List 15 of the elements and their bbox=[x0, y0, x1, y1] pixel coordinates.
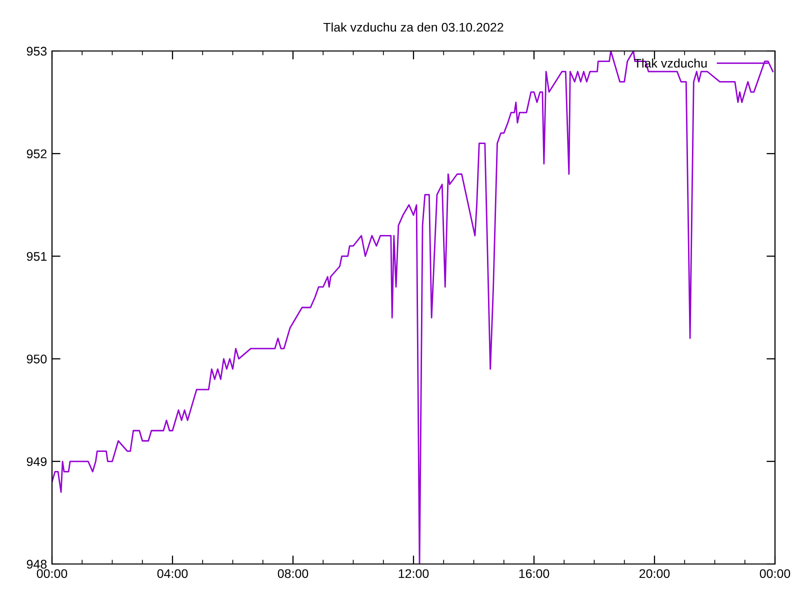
x-tick-label: 00:00 bbox=[760, 569, 790, 578]
y-tick-label: 951 bbox=[26, 252, 47, 261]
y-tick-label: 949 bbox=[26, 457, 47, 466]
chart-title: Tlak vzduchu za den 03.10.2022 bbox=[323, 22, 504, 32]
y-tick-label: 952 bbox=[26, 149, 47, 158]
y-tick-label: 953 bbox=[26, 46, 47, 56]
y-tick-label: 948 bbox=[26, 560, 47, 569]
x-tick-label: 04:00 bbox=[157, 569, 188, 578]
x-tick-label: 08:00 bbox=[278, 569, 308, 578]
line-series bbox=[52, 51, 774, 564]
x-tick-label: 12:00 bbox=[398, 569, 429, 578]
x-tick-label: 16:00 bbox=[519, 569, 550, 578]
y-tick-label: 950 bbox=[26, 354, 47, 364]
x-tick-label: 00:00 bbox=[36, 569, 68, 578]
x-tick-label: 20:00 bbox=[639, 569, 670, 578]
